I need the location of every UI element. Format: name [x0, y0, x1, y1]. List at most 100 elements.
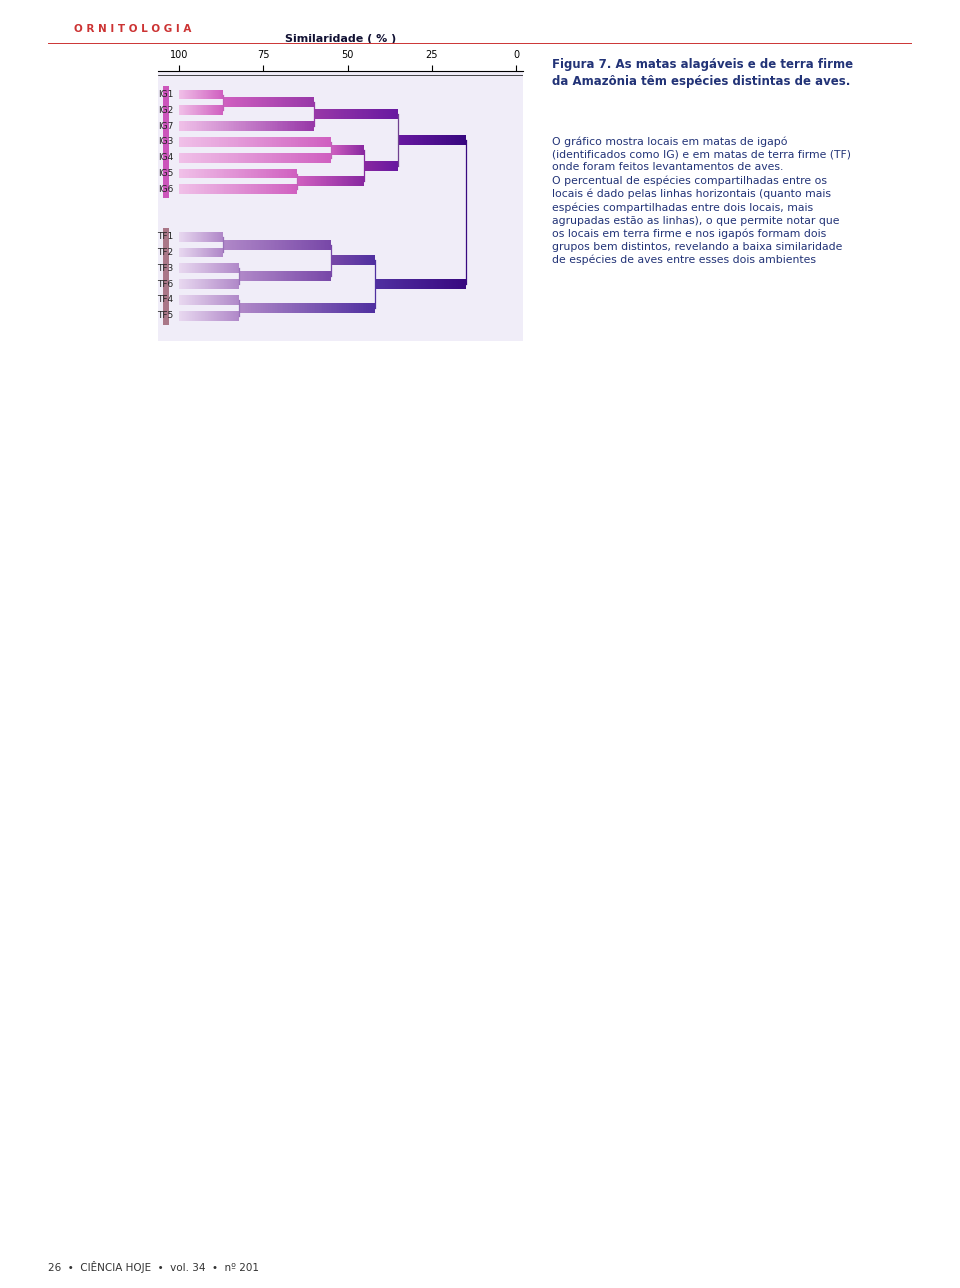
Bar — [280, 169, 282, 179]
Bar — [236, 169, 238, 179]
Bar — [352, 303, 354, 313]
Bar — [254, 303, 256, 313]
Bar — [337, 109, 338, 120]
Bar — [402, 279, 403, 289]
Bar — [280, 240, 282, 250]
Bar — [258, 98, 259, 107]
Bar — [288, 184, 290, 194]
Bar — [394, 109, 396, 120]
Bar — [285, 121, 287, 131]
Bar — [272, 153, 274, 162]
Bar — [293, 98, 295, 107]
Bar — [279, 240, 280, 250]
Bar — [324, 153, 325, 162]
Bar — [281, 272, 283, 281]
Bar — [163, 228, 169, 325]
Bar — [380, 279, 381, 289]
Bar — [197, 169, 198, 179]
Bar — [458, 279, 459, 289]
Bar — [216, 121, 218, 131]
Bar — [225, 153, 227, 162]
Bar — [305, 272, 307, 281]
Bar — [184, 153, 186, 162]
Bar — [204, 137, 205, 147]
Bar — [326, 137, 328, 147]
Bar — [267, 240, 269, 250]
Bar — [325, 303, 327, 313]
Bar — [267, 121, 268, 131]
Bar — [421, 279, 422, 289]
Bar — [325, 240, 326, 250]
Bar — [355, 109, 356, 120]
Bar — [310, 240, 312, 250]
Bar — [278, 121, 280, 131]
Bar — [323, 272, 324, 281]
Bar — [457, 279, 458, 289]
Bar — [300, 303, 302, 313]
Bar — [263, 184, 264, 194]
Bar — [336, 109, 337, 120]
Bar — [241, 98, 242, 107]
Bar — [273, 272, 274, 281]
Bar — [377, 109, 378, 120]
Text: TF1: TF1 — [157, 232, 174, 241]
Bar — [266, 240, 267, 250]
Bar — [267, 98, 268, 107]
Bar — [244, 240, 246, 250]
Bar — [408, 279, 409, 289]
Bar — [200, 137, 202, 147]
Bar — [308, 98, 309, 107]
Bar — [298, 272, 299, 281]
Bar — [272, 272, 273, 281]
Bar — [252, 184, 254, 194]
Bar — [225, 98, 226, 107]
Bar — [334, 109, 335, 120]
Bar — [234, 137, 235, 147]
Bar — [228, 137, 230, 147]
Bar — [464, 279, 465, 289]
Bar — [194, 169, 195, 179]
Bar — [291, 98, 292, 107]
Bar — [299, 137, 300, 147]
Bar — [345, 109, 346, 120]
Bar — [244, 98, 246, 107]
Bar — [349, 109, 350, 120]
Bar — [225, 169, 226, 179]
Bar — [372, 303, 374, 313]
Bar — [275, 121, 276, 131]
Bar — [309, 303, 310, 313]
Bar — [406, 279, 408, 289]
Bar — [238, 98, 240, 107]
Bar — [307, 121, 309, 131]
Bar — [325, 153, 326, 162]
Bar — [410, 279, 411, 289]
Bar — [356, 109, 357, 120]
Bar — [300, 98, 301, 107]
Bar — [197, 184, 198, 194]
Bar — [423, 279, 424, 289]
Bar — [262, 153, 264, 162]
Bar — [322, 272, 323, 281]
Bar — [253, 240, 255, 250]
Bar — [296, 169, 297, 179]
Bar — [337, 303, 339, 313]
Bar — [314, 303, 316, 313]
Text: TF5: TF5 — [157, 312, 174, 321]
Bar — [385, 109, 386, 120]
Bar — [287, 153, 289, 162]
Bar — [254, 137, 256, 147]
Bar — [351, 109, 353, 120]
Bar — [246, 121, 248, 131]
Bar — [223, 137, 225, 147]
Bar — [260, 303, 261, 313]
Bar — [277, 153, 279, 162]
Bar — [398, 279, 399, 289]
Bar — [242, 169, 244, 179]
Bar — [250, 240, 251, 250]
Bar — [319, 240, 320, 250]
Bar — [326, 153, 328, 162]
Bar — [368, 303, 370, 313]
Bar — [304, 272, 305, 281]
Bar — [305, 240, 306, 250]
Bar — [358, 109, 359, 120]
